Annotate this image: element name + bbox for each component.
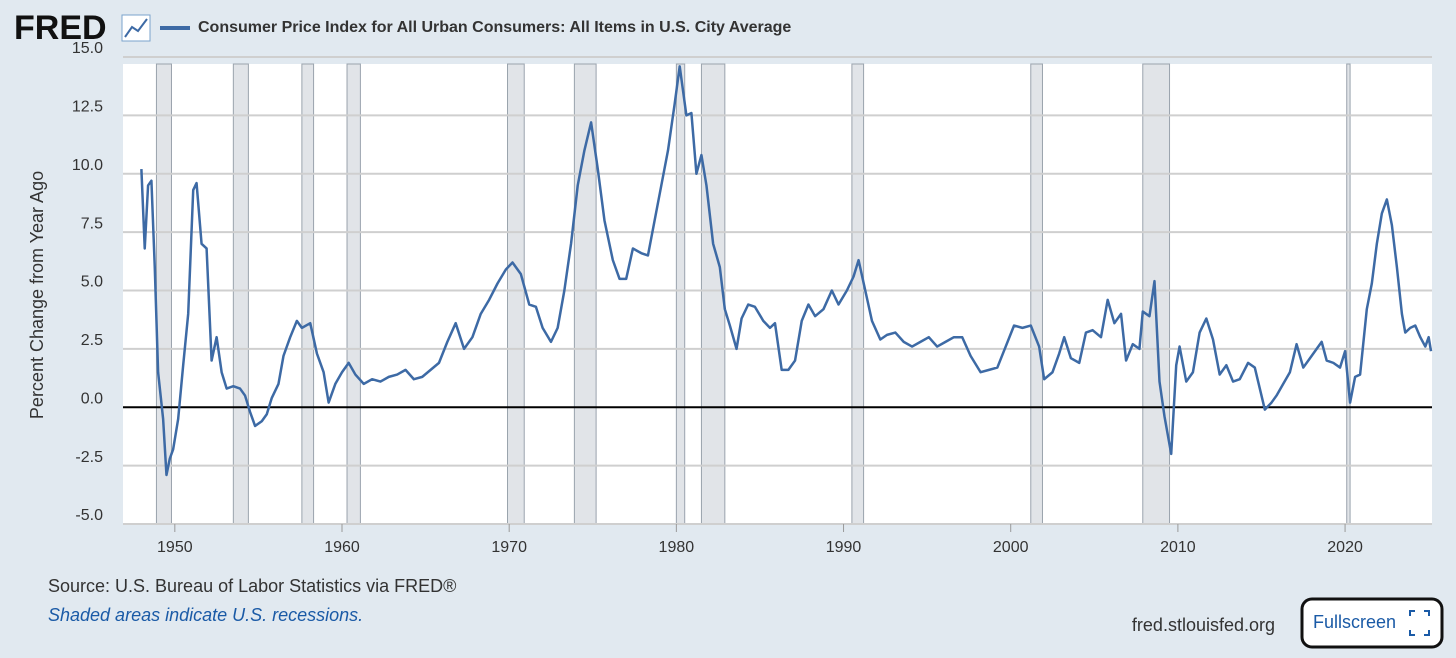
button-box[interactable] bbox=[1300, 597, 1444, 649]
y-axis-label: Percent Change from Year Ago bbox=[27, 171, 47, 419]
recession-band bbox=[155, 63, 172, 525]
recession-band bbox=[700, 63, 726, 525]
logo: FRED bbox=[14, 9, 107, 47]
button-label[interactable]: Fullscreen bbox=[1313, 612, 1396, 632]
legend-label: Consumer Price Index for All Urban Consu… bbox=[198, 19, 791, 36]
y-tick-label: 5.0 bbox=[81, 274, 103, 291]
x-tick-label: 2010 bbox=[1160, 539, 1196, 556]
recession-band bbox=[232, 63, 249, 525]
y-tick-label: 2.5 bbox=[81, 332, 103, 349]
x-tick-label: 2000 bbox=[993, 539, 1029, 556]
y-tick-label: -5.0 bbox=[75, 507, 103, 524]
y-tick-label: 0.0 bbox=[81, 390, 103, 407]
note: Shaded areas indicate U.S. recessions. bbox=[48, 605, 363, 625]
recession-band bbox=[1346, 63, 1351, 525]
plot: 15.0 12.5 10.0 7.5 5.0 2.5 0.0 -2.5 -5.0 1950 1960… bbox=[72, 40, 1433, 556]
plot-area bbox=[123, 64, 1432, 524]
source: Source: U.S. Bureau of Labor Statistics … bbox=[48, 576, 456, 596]
x-tick-label: 1980 bbox=[659, 539, 695, 556]
recession-band bbox=[851, 63, 865, 525]
recession-band bbox=[1030, 63, 1043, 525]
data-line bbox=[140, 65, 1433, 477]
recession-band bbox=[675, 63, 686, 525]
button-icon[interactable] bbox=[1409, 610, 1430, 636]
y-tick-label: 10.0 bbox=[72, 157, 103, 174]
y-tick-label: 7.5 bbox=[81, 215, 103, 232]
y-tick-label: -2.5 bbox=[75, 449, 103, 466]
recession-band bbox=[301, 63, 315, 525]
logo-icon bbox=[121, 14, 151, 42]
fullscreen-button[interactable]: Fullscreen bbox=[1300, 597, 1444, 649]
x-tick-label: 1990 bbox=[826, 539, 862, 556]
recession-band bbox=[346, 63, 361, 525]
y-tick-label: 15.0 bbox=[72, 40, 103, 57]
recession-band bbox=[507, 63, 525, 525]
y-tick-label: 12.5 bbox=[72, 99, 103, 116]
x-tick-label: 1960 bbox=[324, 539, 360, 556]
x-tick-label: 1950 bbox=[157, 539, 193, 556]
x-tick-label: 2020 bbox=[1327, 539, 1363, 556]
site-url: fred.stlouisfed.org bbox=[1132, 615, 1275, 635]
x-tick-label: 1970 bbox=[491, 539, 527, 556]
